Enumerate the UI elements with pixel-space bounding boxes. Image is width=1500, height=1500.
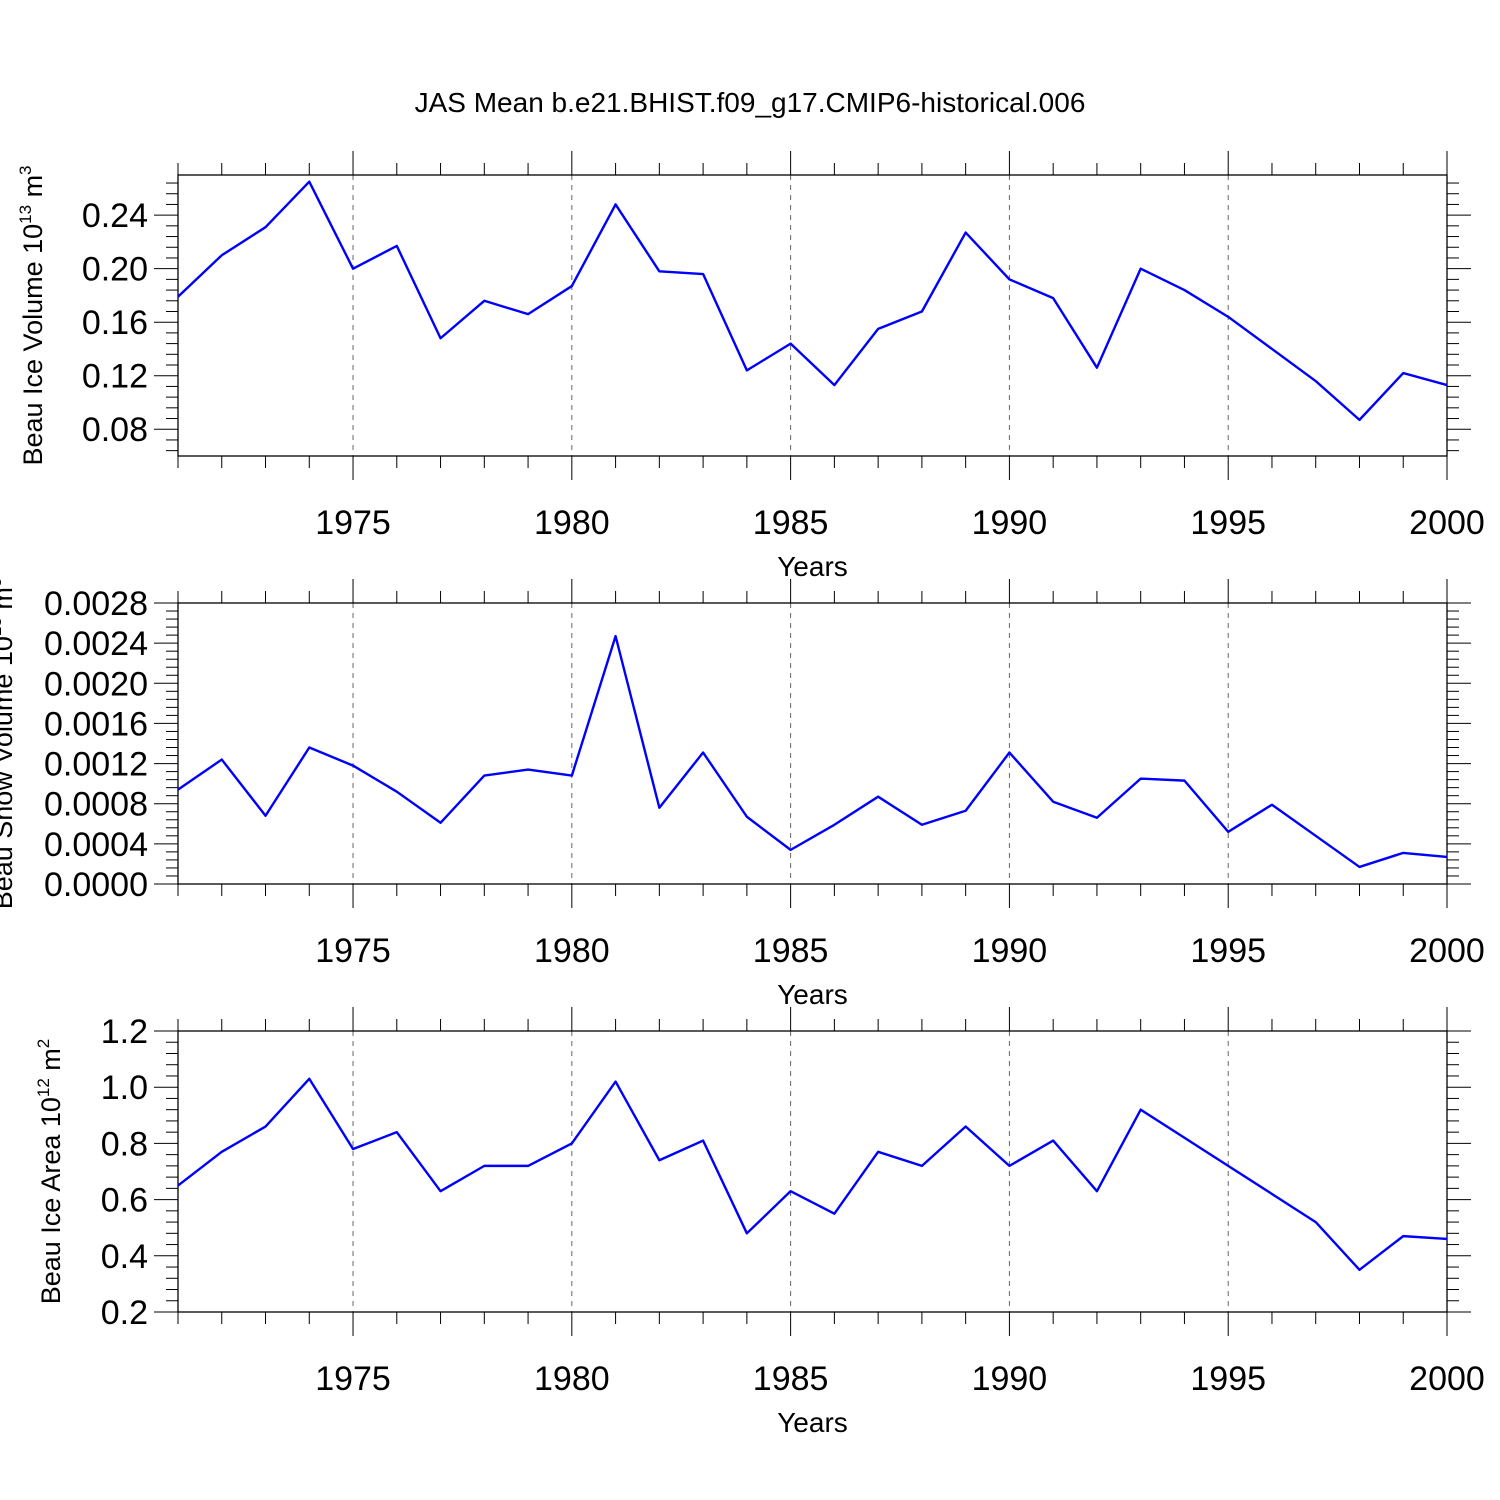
y-axis-label-unit: m	[0, 587, 18, 617]
y-tick-label: 0.0020	[44, 665, 148, 703]
x-tick-label: 2000	[1409, 932, 1485, 970]
y-axis-label-exponent: 13	[0, 617, 5, 636]
y-tick-label: 0.24	[82, 197, 148, 235]
y-tick-label: 0.08	[82, 411, 148, 449]
y-tick-label: 0.8	[101, 1125, 148, 1163]
y-tick-label: 0.4	[101, 1238, 148, 1276]
y-axis-label-text: Beau Ice Volume 10	[18, 224, 48, 466]
y-tick-label: 0.12	[82, 358, 148, 396]
chart-panel-1: 1975 1980 1985 1990 1995 2000 0.08 0.12 0.16 0.20…	[16, 151, 1485, 582]
figure-title: JAS Mean b.e21.BHIST.f09_g17.CMIP6-histo…	[415, 87, 1086, 118]
y-tick-label: 0.0016	[44, 705, 148, 743]
x-tick-label: 1990	[972, 1360, 1048, 1398]
x-tick-label: 1995	[1190, 1360, 1266, 1398]
y-axis-label: Beau Ice Area 1012 m2	[34, 1039, 66, 1305]
x-axis-label: Years	[777, 551, 848, 582]
series-line	[177, 1077, 1448, 1272]
y-tick-label: 1.0	[101, 1069, 148, 1107]
y-tick-label: 0.0024	[44, 625, 148, 663]
plot-frame	[177, 1030, 1448, 1313]
x-tick-label: 1985	[753, 932, 829, 970]
x-tick-label: 2000	[1409, 504, 1485, 542]
chart-panel-2: 1975 1980 1985 1990 1995 20000.00000.00040.00…	[0, 578, 1485, 1010]
y-axis-label-exponent: 12	[34, 1078, 53, 1097]
x-tick-label: 1995	[1190, 932, 1266, 970]
y-axis-label: Beau Ice Volume 1013 m3	[16, 165, 48, 465]
x-tick-label: 1980	[534, 932, 610, 970]
y-tick-label: 0.0000	[44, 866, 148, 904]
x-tick-label: 1985	[753, 504, 829, 542]
x-tick-label: 1990	[972, 504, 1048, 542]
y-axis-label-exponent: 13	[16, 205, 35, 224]
x-tick-label: 2000	[1409, 1360, 1485, 1398]
plot-frame	[177, 174, 1448, 457]
plot-frame	[177, 602, 1448, 885]
x-axis-label: Years	[777, 979, 848, 1010]
x-axis-label: Years	[777, 1407, 848, 1438]
y-axis-label-unit: m	[18, 175, 48, 205]
chart-panel-3: 1975 1980 1985 1990 1995 2000 0.2 0.4 0.6 0.8 1.0 1…	[34, 1007, 1485, 1438]
x-tick-label: 1975	[315, 1360, 391, 1398]
y-axis-label-unit-exponent: 3	[16, 165, 35, 174]
y-tick-label: 1.2	[101, 1013, 148, 1051]
x-tick-label: 1995	[1190, 504, 1266, 542]
panels: 1975 1980 1985 1990 1995 20000.080.120.160.20…	[0, 151, 1485, 1438]
series-line	[177, 180, 1448, 422]
y-axis-label-unit: m	[36, 1048, 66, 1078]
y-tick-label: 0.0028	[44, 585, 148, 623]
y-axis-label-unit-exponent: 3	[0, 578, 5, 587]
x-tick-label: 1980	[534, 1360, 610, 1398]
series-line	[177, 634, 1448, 869]
y-tick-label: 0.0012	[44, 746, 148, 784]
x-tick-label: 1990	[972, 932, 1048, 970]
y-tick-label: 0.20	[82, 251, 148, 289]
y-tick-label: 0.6	[101, 1182, 148, 1220]
y-axis-label-text: Beau Ice Area 10	[36, 1097, 66, 1304]
x-tick-label: 1975	[315, 504, 391, 542]
x-tick-label: 1980	[534, 504, 610, 542]
y-tick-label: 0.0004	[44, 826, 148, 864]
y-tick-label: 0.16	[82, 304, 148, 342]
x-tick-label: 1985	[753, 1360, 829, 1398]
y-tick-label: 0.0008	[44, 786, 148, 824]
y-tick-label: 0.2	[101, 1294, 148, 1332]
y-axis-label: Beau Snow Volume 1013 m3	[0, 578, 18, 910]
y-axis-label-unit-exponent: 2	[34, 1039, 53, 1048]
x-tick-label: 1975	[315, 932, 391, 970]
y-axis-label-text: Beau Snow Volume 10	[0, 636, 18, 909]
